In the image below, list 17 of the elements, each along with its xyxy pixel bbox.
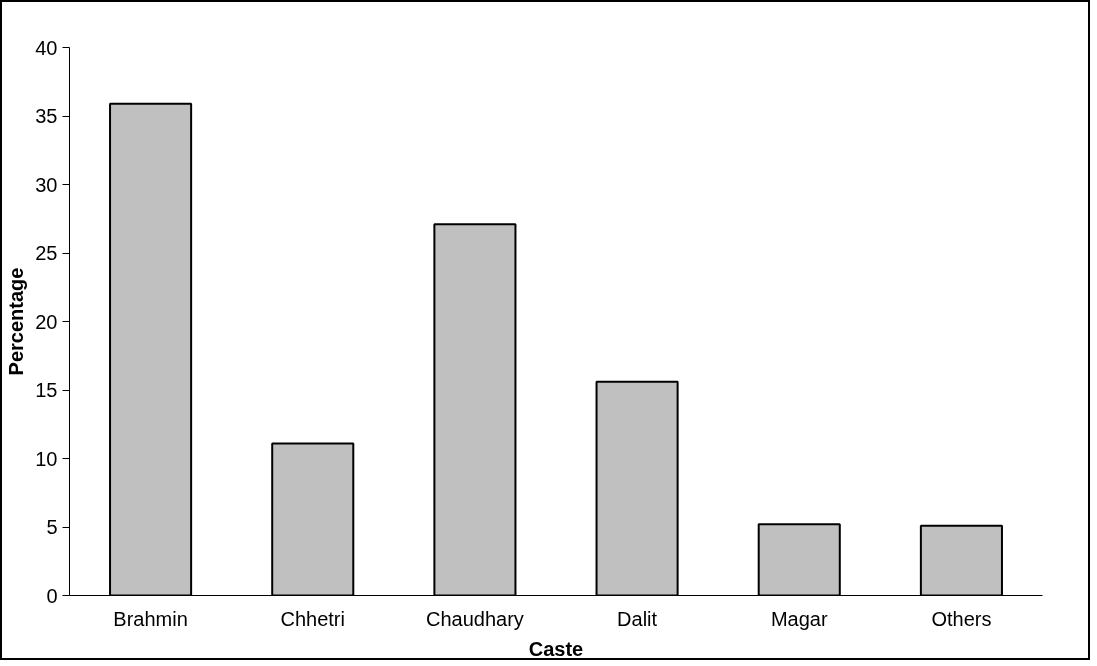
x-axis-title: Caste: [528, 637, 584, 660]
y-tick-label: 25: [35, 242, 58, 264]
y-tick-label: 35: [35, 105, 58, 127]
x-tick-label: Chaudhary: [426, 607, 524, 630]
y-tick-label: 30: [35, 173, 58, 196]
y-tick-label: 15: [35, 379, 58, 401]
x-tick-label: Magar: [770, 607, 828, 630]
y-tick-label: 40: [35, 36, 58, 59]
y-tick-label: 20: [35, 310, 58, 333]
x-tick-label: Others: [931, 607, 992, 630]
y-tick-label: 5: [46, 516, 58, 538]
x-tick-label: Brahmin: [113, 607, 188, 630]
x-tick-label: Chhetri: [280, 607, 345, 630]
y-axis-title: Percentage: [5, 267, 28, 376]
x-tick-label: Dalit: [617, 607, 658, 630]
y-tick-label: 10: [35, 447, 58, 470]
y-tick-label: 0: [46, 584, 58, 607]
